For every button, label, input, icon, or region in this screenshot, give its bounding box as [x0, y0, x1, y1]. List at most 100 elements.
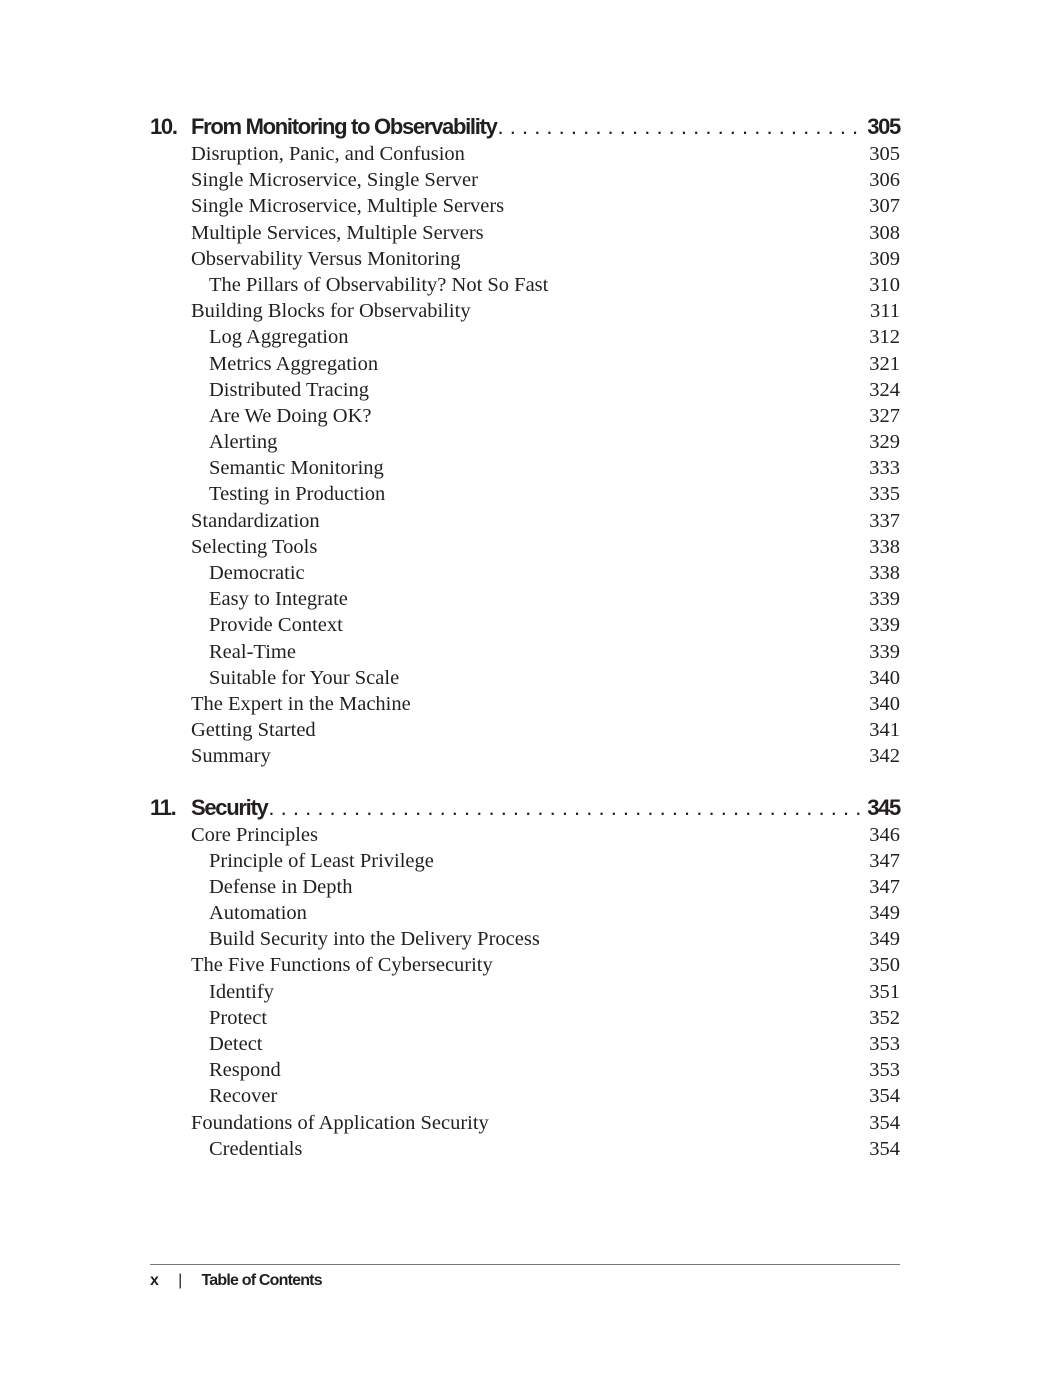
- entry-title: Automation: [209, 902, 307, 925]
- toc-entry[interactable]: Provide Context 339: [150, 612, 900, 638]
- entry-title: Summary: [191, 745, 271, 768]
- dot-leader: [498, 113, 864, 141]
- toc-entry[interactable]: Distributed Tracing 324: [150, 377, 900, 403]
- entry-page-number: 333: [869, 457, 900, 480]
- toc-entry[interactable]: Foundations of Application Security 354: [150, 1110, 900, 1136]
- toc-entry[interactable]: The Pillars of Observability? Not So Fas…: [150, 272, 900, 298]
- toc-entry[interactable]: Building Blocks for Observability 311: [150, 298, 900, 324]
- entry-title: Build Security into the Delivery Process: [209, 928, 540, 951]
- entry-title: Identify: [209, 980, 274, 1003]
- entry-page-number: 307: [869, 195, 900, 218]
- toc-entry[interactable]: The Five Functions of Cybersecurity 350: [150, 952, 900, 978]
- toc-entry[interactable]: Alerting 329: [150, 429, 900, 455]
- entry-page-number: 329: [869, 431, 900, 454]
- toc-entry[interactable]: Credentials 354: [150, 1136, 900, 1162]
- entry-page-number: 354: [869, 1137, 900, 1160]
- toc-entry[interactable]: Protect 352: [150, 1005, 900, 1031]
- toc-entry[interactable]: Summary 342: [150, 743, 900, 769]
- entry-page-number: 310: [869, 273, 900, 296]
- entry-page-number: 349: [869, 928, 900, 951]
- toc-entry[interactable]: Testing in Production 335: [150, 481, 900, 507]
- entry-title: Suitable for Your Scale: [209, 666, 400, 689]
- toc-entry[interactable]: Principle of Least Privilege 347: [150, 848, 900, 874]
- toc-entry[interactable]: Selecting Tools 338: [150, 534, 900, 560]
- chapter-number: 10.: [150, 114, 178, 139]
- entry-page-number: 327: [869, 404, 900, 427]
- entry-title: Foundations of Application Security: [191, 1111, 489, 1134]
- toc-entry[interactable]: Multiple Services, Multiple Servers 308: [150, 220, 900, 246]
- entry-page-number: 339: [869, 640, 900, 663]
- toc-entry[interactable]: Log Aggregation 312: [150, 324, 900, 350]
- toc-entry[interactable]: Real-Time 339: [150, 639, 900, 665]
- entry-title: Distributed Tracing: [209, 378, 370, 401]
- toc-entry[interactable]: Defense in Depth 347: [150, 874, 900, 900]
- entry-page-number: 308: [869, 221, 900, 244]
- entry-page-number: 312: [869, 326, 900, 349]
- footer-rule: [150, 1264, 900, 1265]
- page-number: x: [150, 1272, 159, 1289]
- entry-page-number: 306: [869, 169, 900, 192]
- chapter-section: 10.From Monitoring to Observability305Di…: [150, 113, 901, 770]
- entry-page-number: 349: [869, 902, 900, 925]
- toc-entry[interactable]: Single Microservice, Multiple Servers 307: [150, 193, 900, 219]
- chapter-number: 11.: [150, 794, 177, 820]
- toc-entry[interactable]: Getting Started 341: [150, 717, 900, 743]
- entry-title: Protect: [209, 1006, 268, 1029]
- toc-entry[interactable]: Standardization 337: [150, 508, 900, 534]
- entry-title: Provide Context: [209, 614, 343, 637]
- toc-entry[interactable]: Build Security into the Delivery Process…: [150, 926, 900, 952]
- entry-title: Selecting Tools: [191, 535, 318, 558]
- entry-title: Real-Time: [209, 640, 296, 663]
- toc-entry[interactable]: Suitable for Your Scale 340: [150, 665, 900, 691]
- entry-page-number: 353: [869, 1059, 900, 1082]
- entry-page-number: 341: [869, 719, 900, 742]
- toc-entry[interactable]: Are We Doing OK? 327: [150, 403, 900, 429]
- toc-entry[interactable]: Respond 353: [150, 1057, 900, 1083]
- entry-title: Single Microservice, Multiple Servers: [191, 195, 505, 218]
- entry-title: Alerting: [209, 431, 278, 454]
- entry-title: Credentials: [209, 1137, 303, 1160]
- chapter-page-number: 305: [867, 114, 901, 139]
- entry-page-number: 347: [869, 875, 900, 898]
- toc-entry[interactable]: Metrics Aggregation 321: [150, 351, 900, 377]
- entry-page-number: 321: [869, 352, 900, 375]
- entry-page-number: 338: [869, 562, 900, 584]
- entry-title: Core Principles: [191, 823, 318, 846]
- toc-entry[interactable]: The Expert in the Machine 340: [150, 691, 900, 717]
- entry-title: Getting Started: [191, 719, 316, 742]
- toc-entry[interactable]: Detect 353: [150, 1031, 900, 1057]
- entry-title: Testing in Production: [209, 483, 386, 506]
- entry-title: Detect: [209, 1033, 263, 1055]
- toc-entry[interactable]: Disruption, Panic, and Confusion 305: [150, 141, 900, 167]
- chapter-heading[interactable]: 11. Security 345: [150, 794, 901, 822]
- toc-entry[interactable]: Recover 354: [150, 1083, 900, 1109]
- toc-entry[interactable]: Easy to Integrate 339: [150, 586, 900, 612]
- toc-entry[interactable]: Semantic Monitoring 333: [150, 455, 900, 481]
- entry-page-number: 354: [869, 1111, 900, 1134]
- toc-entry[interactable]: Observability Versus Monitoring 309: [150, 246, 900, 272]
- toc-entry[interactable]: Identify 351: [150, 979, 900, 1005]
- entry-title: Single Microservice, Single Server: [191, 169, 478, 192]
- entry-page-number: 339: [869, 588, 900, 611]
- table-of-contents: 10.From Monitoring to Observability305Di…: [150, 113, 901, 1162]
- entry-page-number: 346: [869, 823, 900, 846]
- dot-leader: [268, 794, 863, 822]
- toc-entry[interactable]: Core Principles 346: [150, 822, 900, 848]
- toc-entry[interactable]: Democratic 338: [150, 560, 900, 586]
- entry-title: Metrics Aggregation: [209, 352, 379, 375]
- entry-page-number: 352: [869, 1006, 900, 1029]
- entry-title: Observability Versus Monitoring: [191, 247, 461, 270]
- entry-page-number: 347: [869, 849, 900, 872]
- chapter-title: From Monitoring to Observability: [191, 114, 498, 139]
- toc-entry[interactable]: Automation 349: [150, 900, 900, 926]
- entry-title: The Pillars of Observability? Not So Fas…: [209, 273, 549, 296]
- chapter-page-number: 345: [867, 794, 901, 820]
- toc-entry[interactable]: Single Microservice, Single Server 306: [150, 167, 900, 193]
- chapter-heading[interactable]: 10. From Monitoring to Observability 305: [150, 113, 901, 141]
- entry-page-number: 337: [869, 509, 900, 532]
- entry-title: Building Blocks for Observability: [191, 300, 471, 323]
- entry-page-number: 338: [869, 535, 900, 558]
- entry-page-number: 324: [869, 378, 900, 401]
- entry-title: Multiple Services, Multiple Servers: [191, 221, 484, 244]
- entry-title: Easy to Integrate: [209, 588, 348, 611]
